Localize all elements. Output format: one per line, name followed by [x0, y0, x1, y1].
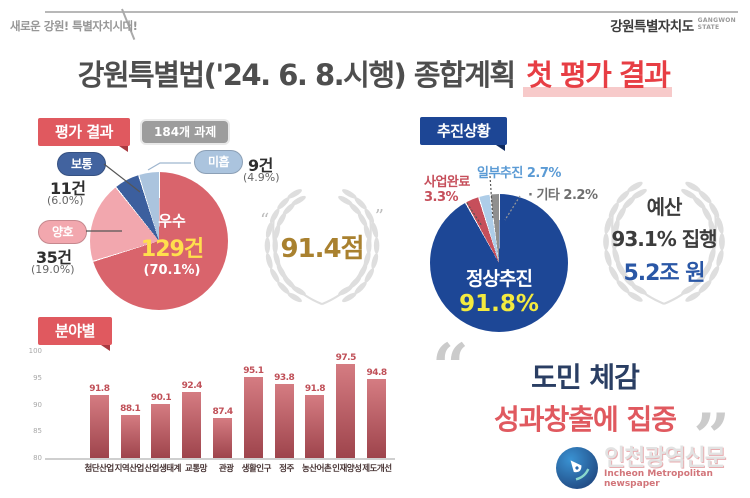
bar: 97.5: [330, 353, 361, 458]
watermark-text: 인천광역신문 Incheon Metropolitan newspaper: [604, 445, 726, 489]
progress-pie-chart: 정상추진 91.8%: [430, 194, 568, 332]
bar-category: 지역산업: [114, 464, 145, 474]
progress-section-badge: 추진상황: [420, 117, 508, 151]
miheup-pill: 미흡: [194, 150, 244, 174]
bar: 91.8: [84, 384, 115, 458]
botong-pill: 보통: [57, 152, 107, 176]
gangwon-state-logo: 강원특별자치도 GANGWON STATE: [610, 15, 736, 35]
evaluation-section-badge: 평가 결과: [38, 118, 130, 152]
botong-count: 11건: [50, 179, 86, 198]
bar: 94.8: [361, 368, 392, 458]
bar-category: 관광: [218, 464, 234, 474]
yangho-pct: (19.0%): [31, 263, 75, 276]
yangho-pill: 양호: [38, 220, 88, 244]
completed-label: 사업완료 3.3%: [424, 175, 470, 205]
evaluation-pie-center-label: 우수 129건 (70.1%): [140, 212, 204, 278]
logo-subtext: GANGWON STATE: [697, 17, 736, 31]
score-wreath: “ ” 91.4점: [252, 178, 392, 308]
tasks-count-badge: 184개 과제: [142, 121, 229, 143]
overall-score: 91.4점: [280, 234, 364, 264]
bar-category: 산업생태계: [144, 464, 181, 474]
bar-category: 정주: [279, 464, 294, 474]
newspaper-logo: [556, 446, 598, 489]
miheup-pct: (4.9%): [243, 171, 280, 184]
bar: 93.8: [269, 373, 300, 458]
budget-wreath: 예산 93.1% 집행 5.2조 원: [593, 170, 735, 308]
miheup-count: 9건: [248, 156, 273, 175]
bar: 91.8: [300, 384, 331, 458]
bar-category: 인재양성: [332, 464, 362, 474]
score-quote-close-icon: ”: [374, 206, 384, 227]
laurel-wreath-icon: [264, 189, 380, 306]
bar-category: 교통망: [185, 464, 207, 474]
yangho-count: 35건: [36, 248, 72, 267]
budget-summary: 예산 93.1% 집행 5.2조 원: [611, 195, 717, 286]
bar: 87.4: [207, 407, 238, 458]
bar: 88.1: [115, 404, 146, 458]
bar-chart-bars: 91.8 88.1 90.1 92.4 87.4 95.1 93.8 91.8 97.5 94.8: [84, 348, 392, 458]
bar-category: 농산어촌: [301, 464, 332, 474]
bar-category: 제도개선: [362, 464, 392, 474]
logo-text: 강원특별자치도: [610, 19, 694, 35]
partial-progress-label: 일부추진 2.7%: [477, 166, 561, 181]
header-rule: [45, 11, 738, 13]
sector-section-badge: 분야별: [38, 317, 112, 351]
quote-open-icon: “: [432, 330, 469, 405]
score-quote-open-icon: “: [260, 210, 270, 231]
botong-pct: (6.0%): [47, 194, 84, 207]
bar-chart-categories: 첨단산업 지역산업 산업생태계 교통망 관광 생활인구 정주 농산어촌 인재양성 제도개선: [84, 462, 392, 474]
bar: 90.1: [146, 393, 177, 458]
evaluation-pie-chart: 우수 129건 (70.1%): [90, 172, 228, 310]
slogan: 새로운 강원! 특별자치시대!: [10, 19, 138, 33]
quote-line-1: 도민 체감: [531, 361, 640, 394]
newspaper-watermark: 인천광역신문 Incheon Metropolitan newspaper: [556, 446, 750, 489]
bar: 95.1: [238, 366, 269, 458]
page-title: 강원특별법('24. 6. 8.시행) 종합계획 첫 평가 결과: [0, 52, 750, 97]
bar-chart-baseline: [45, 458, 395, 460]
page-title-accent: 첫 평가 결과: [523, 58, 673, 97]
quote-line-2: 성과창출에 집중: [493, 403, 677, 436]
quote-close-icon: ”: [693, 400, 730, 475]
progress-pie-center-label: 정상추진 91.8%: [459, 268, 539, 317]
bar-category: 첨단산업: [84, 464, 114, 474]
etc-label: · 기타 2.2%: [528, 188, 598, 203]
bar-chart-yaxis: 100 95 90 85 80: [28, 347, 42, 462]
bar-category: 생활인구: [241, 464, 272, 474]
laurel-wreath-icon: [603, 181, 725, 305]
bar: 92.4: [176, 381, 207, 458]
pen-nib-icon: [570, 459, 590, 480]
